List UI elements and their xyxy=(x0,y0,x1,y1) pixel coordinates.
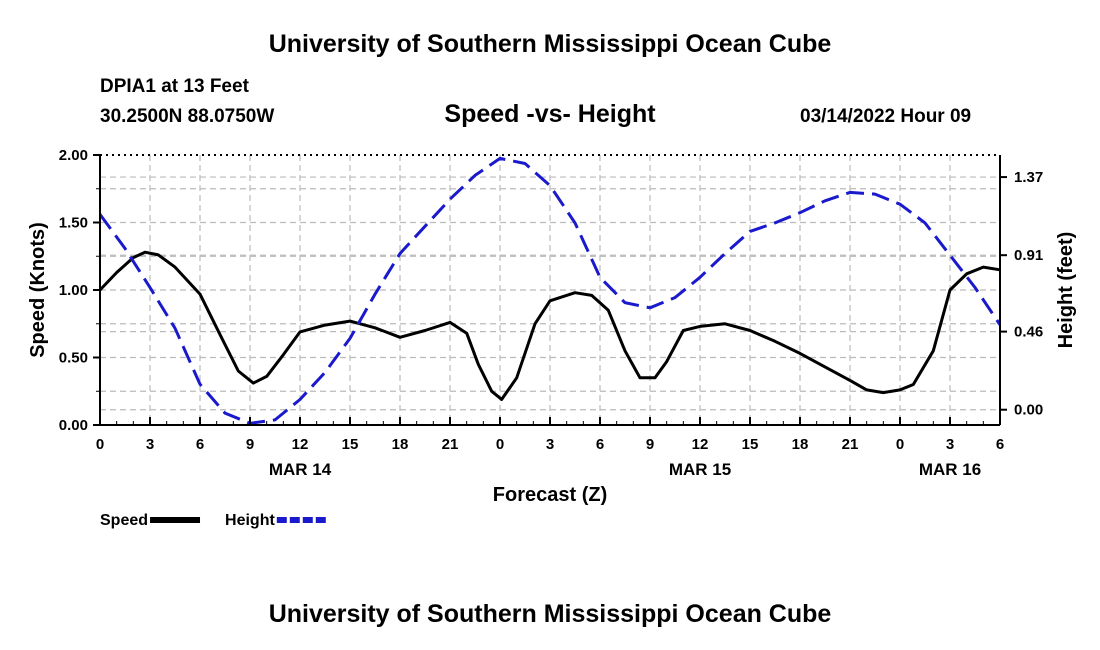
x-tick-label: 9 xyxy=(246,436,254,453)
x-tick-label: 12 xyxy=(692,436,709,453)
x-tick-label: 15 xyxy=(342,436,359,453)
x-tick-label: 0 xyxy=(96,436,104,453)
x-tick-label: 0 xyxy=(496,436,504,453)
legend-label-speed: Speed xyxy=(100,512,148,529)
x-tick-label: 18 xyxy=(792,436,809,453)
y-axis-title: Speed (Knots) xyxy=(27,222,49,358)
main-title: University of Southern Mississippi Ocean… xyxy=(268,30,832,58)
x-tick-label: 9 xyxy=(646,436,654,453)
speed-series-line xyxy=(98,250,1001,401)
x-tick-label: 3 xyxy=(546,436,554,453)
chart-title: Speed -vs- Height xyxy=(444,100,656,128)
date-label: MAR 16 xyxy=(919,460,981,479)
x-tick-label: 3 xyxy=(946,436,954,453)
date-label: MAR 14 xyxy=(269,460,332,479)
x-tick-label: 3 xyxy=(146,436,154,453)
axes-layer xyxy=(93,154,1007,426)
footer-title: University of Southern Mississippi Ocean… xyxy=(268,600,832,628)
x-tick-label: 6 xyxy=(596,436,604,453)
y-tick-label: 1.00 xyxy=(59,282,88,299)
y2-tick-label: 1.37 xyxy=(1014,169,1043,186)
y2-tick-label: 0.91 xyxy=(1014,247,1043,264)
x-tick-label: 18 xyxy=(392,436,409,453)
legend: Speed Height xyxy=(100,512,327,529)
x-tick-label: 6 xyxy=(196,436,204,453)
x-tick-label: 21 xyxy=(842,436,859,453)
y2-tick-label: 0.46 xyxy=(1014,324,1043,341)
x-tick-label: 0 xyxy=(896,436,904,453)
y2-tick-label: 0.00 xyxy=(1014,402,1043,419)
y-tick-label: 0.50 xyxy=(59,350,88,367)
y-tick-label: 1.50 xyxy=(59,215,88,232)
y2-axis-title: Height (feet) xyxy=(1055,232,1077,349)
coordinates-label: 30.2500N 88.0750W xyxy=(100,106,275,127)
station-label: DPIA1 at 13 Feet xyxy=(100,76,249,97)
y-tick-label: 2.00 xyxy=(59,147,88,164)
x-tick-label: 12 xyxy=(292,436,309,453)
x-tick-label: 21 xyxy=(442,436,459,453)
x-tick-label: 15 xyxy=(742,436,759,453)
legend-label-height: Height xyxy=(225,512,275,529)
datetime-label: 03/14/2022 Hour 09 xyxy=(800,106,972,127)
grid-layer xyxy=(100,155,1000,425)
y-tick-label: 0.00 xyxy=(59,417,88,434)
x-axis-title: Forecast (Z) xyxy=(493,484,607,506)
x-tick-label: 6 xyxy=(996,436,1004,453)
labels-layer: 0 3 6 9 12 15 18 21 0 3 6 9 12 15 18 21 0 3 6 MAR 14 MAR 15 M… xyxy=(27,147,1077,506)
date-label: MAR 15 xyxy=(669,460,731,479)
